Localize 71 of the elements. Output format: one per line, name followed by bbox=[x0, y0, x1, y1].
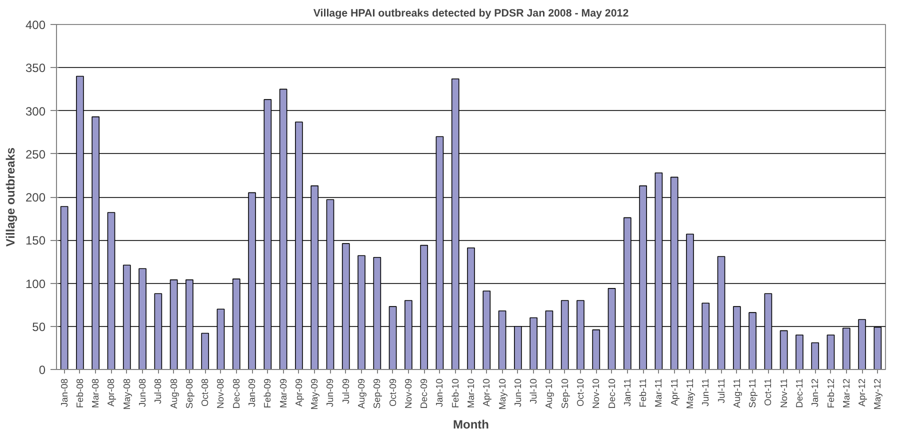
x-tick-label: May-08 bbox=[122, 378, 132, 410]
x-tick-label: Feb-08 bbox=[74, 378, 85, 408]
y-axis-title: Village outbreaks bbox=[3, 147, 18, 247]
y-tick-label: 50 bbox=[32, 320, 46, 334]
x-tick-label: Apr-08 bbox=[106, 378, 116, 406]
x-tick-label: Nov-11 bbox=[778, 378, 789, 408]
x-tick-label: Feb-10 bbox=[450, 378, 460, 408]
y-tick-label: 150 bbox=[25, 234, 46, 248]
bar bbox=[201, 332, 210, 370]
y-tick-label: 300 bbox=[25, 104, 46, 118]
x-axis-title: Month bbox=[453, 418, 489, 432]
x-tick-label: Jun-11 bbox=[700, 378, 711, 406]
y-tick-label: 350 bbox=[25, 61, 46, 76]
x-tick-label: Sep-11 bbox=[748, 378, 758, 408]
chart-title: Village HPAI outbreaks detected by PDSR Jan 2008 - May 2012 bbox=[313, 8, 629, 20]
x-tick-label: Mar-08 bbox=[90, 378, 101, 408]
x-tick-label: Feb-09 bbox=[262, 378, 273, 408]
x-tick-label: Aug-08 bbox=[168, 378, 179, 409]
x-tick-label: Oct-11 bbox=[763, 378, 774, 406]
x-tick-label: Dec-09 bbox=[419, 378, 430, 409]
x-tick-label: Aug-09 bbox=[356, 378, 367, 409]
x-tick-label: Mar-10 bbox=[466, 378, 476, 408]
y-tick-label: 250 bbox=[25, 147, 46, 162]
x-tick-label: Aug-11 bbox=[732, 378, 742, 408]
x-tick-label: Sep-09 bbox=[372, 378, 382, 409]
x-tick-label: Apr-12 bbox=[857, 378, 868, 406]
x-tick-label: Nov-10 bbox=[591, 378, 602, 409]
x-tick-label: Sep-10 bbox=[560, 378, 570, 409]
x-tick-label: Dec-10 bbox=[606, 378, 617, 409]
x-tick-label: Jan-12 bbox=[810, 378, 820, 408]
x-tick-label: Apr-10 bbox=[482, 378, 492, 406]
x-tick-label: May-12 bbox=[872, 378, 883, 410]
bar bbox=[826, 334, 835, 370]
x-tick-label: Oct-10 bbox=[575, 378, 586, 406]
x-tick-label: Nov-08 bbox=[216, 378, 226, 409]
x-tick-label: May-10 bbox=[497, 378, 508, 410]
x-tick-label: Jan-11 bbox=[622, 378, 632, 406]
x-tick-label: Jun-08 bbox=[138, 378, 148, 408]
y-tick-label: 0 bbox=[38, 363, 46, 377]
x-tick-label: Oct-08 bbox=[200, 378, 210, 406]
bar bbox=[780, 330, 788, 370]
y-tick-label: 100 bbox=[25, 276, 46, 291]
x-tick-label: Jul-11 bbox=[716, 378, 726, 404]
x-tick-label: Mar-11 bbox=[654, 378, 664, 408]
bar bbox=[796, 334, 804, 370]
y-tick-label: 200 bbox=[25, 190, 46, 204]
x-tick-label: Feb-12 bbox=[826, 378, 836, 408]
x-tick-label: Feb-11 bbox=[638, 378, 648, 408]
x-tick-label: Apr-09 bbox=[294, 378, 304, 406]
x-tick-label: Jul-10 bbox=[528, 378, 539, 404]
x-tick-label: Sep-08 bbox=[184, 378, 194, 409]
x-tick-label: Jul-09 bbox=[340, 378, 351, 404]
x-tick-label: Jun-09 bbox=[325, 378, 336, 408]
bar bbox=[592, 329, 600, 370]
x-tick-label: May-09 bbox=[310, 378, 320, 410]
x-tick-label: Jun-10 bbox=[512, 378, 523, 408]
x-tick-label: Dec-11 bbox=[794, 378, 804, 408]
x-tick-label: Jul-08 bbox=[153, 378, 164, 404]
x-tick-label: May-11 bbox=[684, 378, 695, 409]
x-tick-label: Apr-11 bbox=[669, 378, 680, 406]
x-tick-label: Jan-10 bbox=[434, 378, 445, 408]
x-tick-label: Dec-08 bbox=[231, 378, 242, 409]
x-tick-label: Aug-10 bbox=[544, 378, 554, 409]
x-tick-label: Mar-09 bbox=[278, 378, 288, 408]
x-tick-label: Jan-08 bbox=[59, 378, 70, 408]
x-tick-label: Mar-12 bbox=[841, 378, 852, 408]
x-tick-label: Jan-09 bbox=[247, 378, 258, 408]
y-tick-label: 400 bbox=[25, 18, 46, 32]
x-tick-label: Oct-09 bbox=[388, 378, 398, 406]
x-tick-label: Nov-09 bbox=[403, 378, 414, 409]
bar bbox=[811, 342, 820, 370]
